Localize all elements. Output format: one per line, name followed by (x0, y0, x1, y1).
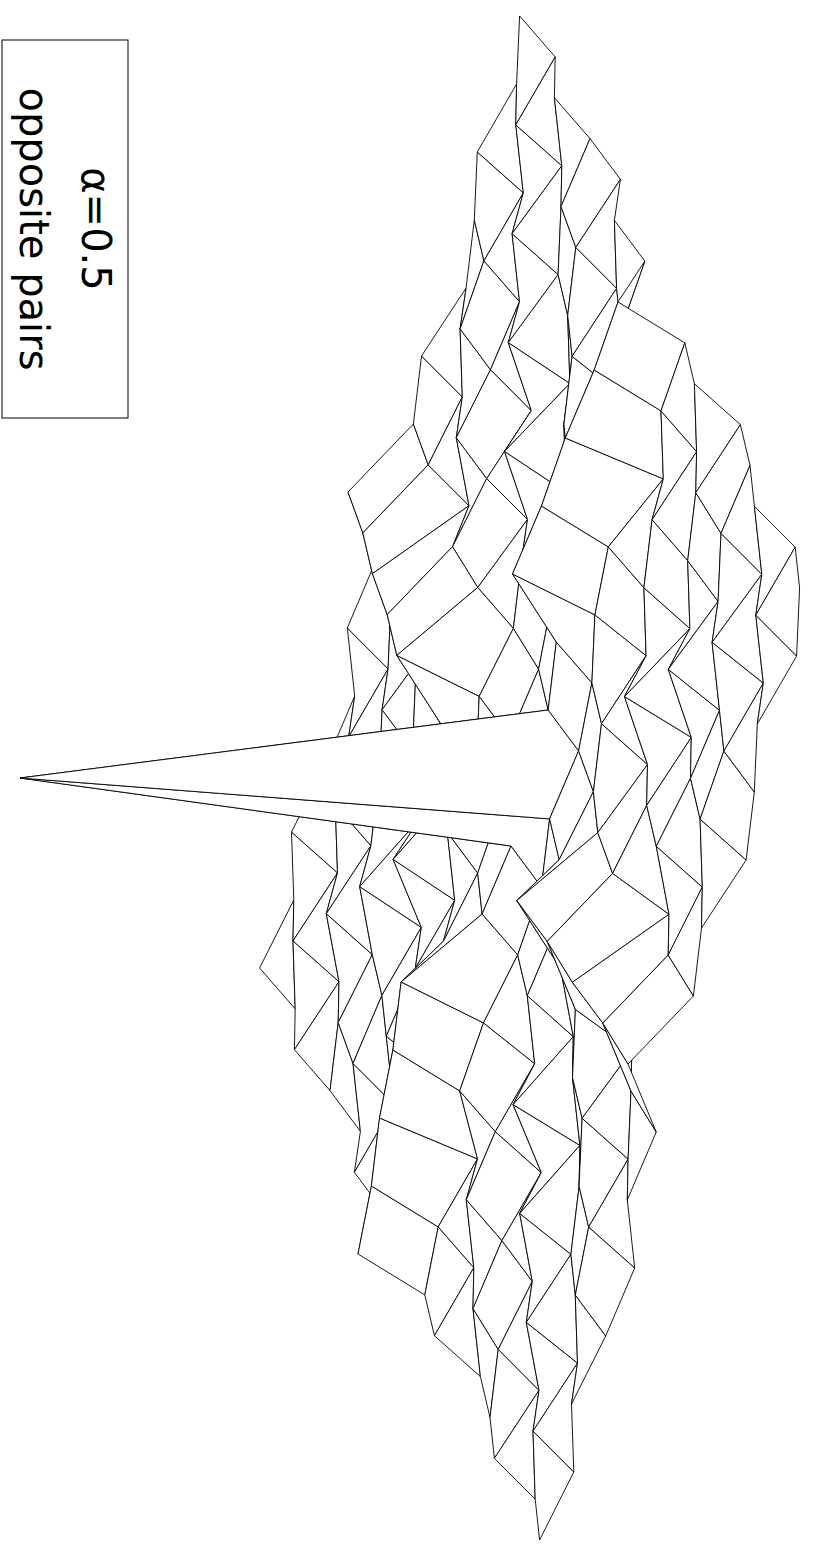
mesh-cell (260, 900, 296, 1009)
chart: opposite pairs α=0.5 (0, 0, 829, 1554)
mesh-cell (526, 1254, 577, 1363)
title: opposite pairs (11, 88, 57, 371)
mesh-cell (520, 1145, 580, 1254)
surface-mesh (20, 16, 800, 1540)
label-frame (2, 40, 128, 418)
mesh-cell (661, 343, 697, 452)
mesh-cell (724, 683, 763, 792)
mesh-cell (668, 601, 719, 710)
mesh-cell (513, 1037, 580, 1146)
mesh-cell (516, 57, 562, 166)
mesh-cell (576, 179, 621, 288)
mesh-cell (20, 710, 579, 819)
mesh-cell (508, 275, 570, 384)
subtitle: α=0.5 (73, 167, 119, 291)
mesh-cell (756, 547, 800, 656)
mesh-cell (494, 1390, 539, 1499)
mesh-cell (512, 166, 562, 275)
mesh-cell (668, 887, 702, 996)
mesh-cell (422, 288, 467, 397)
mesh-cell (712, 574, 763, 683)
label-box: opposite pairs α=0.5 (2, 40, 128, 418)
mesh-cell (533, 1363, 578, 1472)
